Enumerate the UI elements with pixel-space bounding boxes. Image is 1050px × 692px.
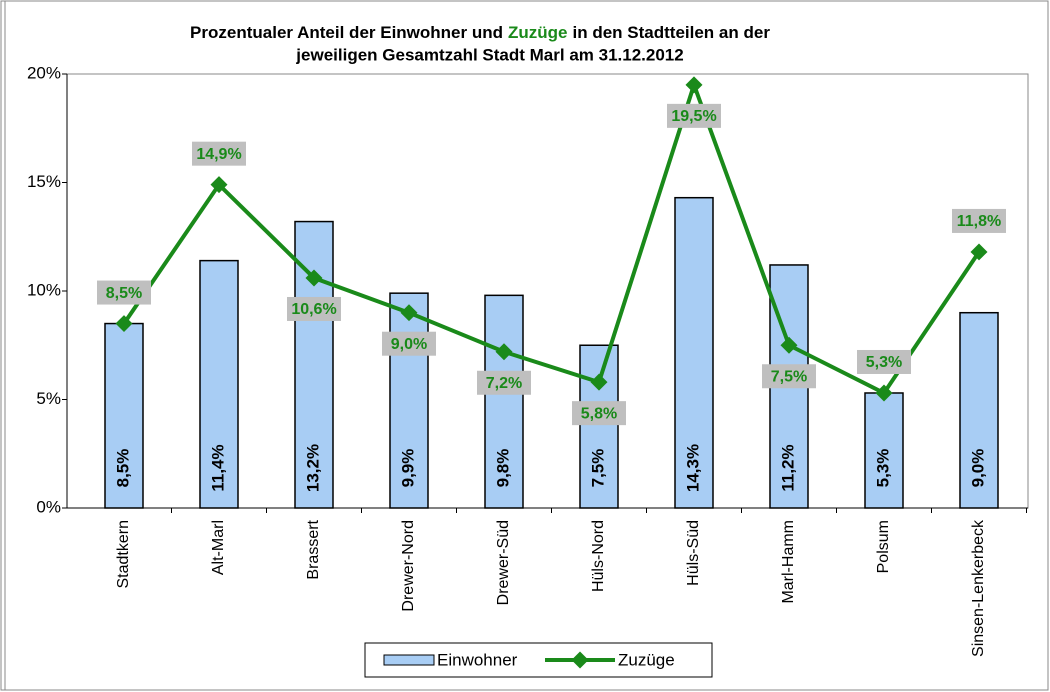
label-box — [952, 208, 1006, 233]
label-box — [857, 349, 911, 374]
legend-swatch — [383, 654, 435, 666]
label-box — [572, 401, 626, 426]
bar-value-label: 14,3% — [683, 444, 702, 492]
x-tick-label: Marl-Hamm — [780, 520, 797, 604]
bar-value-label: 13,2% — [303, 444, 322, 492]
bar — [959, 311, 999, 509]
chart-title: Prozentualer Anteil der Einwohner und Zuz… — [190, 23, 770, 42]
marker — [780, 336, 798, 354]
line-value-label: 9,0% — [391, 336, 427, 353]
legend-label: Zuzüge — [618, 650, 675, 669]
line-value-label: 7,5% — [771, 368, 807, 385]
x-tick-label: Brassert — [305, 519, 322, 579]
bar-value-label: 9,9% — [398, 449, 417, 488]
legend-marker — [571, 651, 589, 669]
bar-value-label: 11,2% — [778, 444, 797, 491]
y-tick-label: 10% — [27, 280, 61, 299]
bar — [199, 259, 239, 509]
line-value-label: 8,5% — [106, 285, 142, 302]
y-tick-label: 15% — [27, 172, 61, 191]
marker — [970, 243, 988, 261]
bar-value-label: 7,5% — [588, 449, 607, 488]
x-tick-label: Hüls-Nord — [590, 520, 607, 592]
line-value-label: 5,8% — [581, 405, 617, 422]
label-box — [287, 296, 341, 321]
label-box — [382, 331, 436, 356]
bar — [579, 344, 619, 509]
y-tick-label: 5% — [36, 389, 61, 408]
bar — [864, 392, 904, 509]
label-box — [477, 370, 531, 395]
y-tick-label: 0% — [36, 497, 61, 516]
x-tick-label: Polsum — [875, 520, 892, 573]
marker — [495, 343, 513, 361]
marker — [305, 269, 323, 287]
line-value-label: 7,2% — [486, 375, 522, 392]
bar-value-label: 9,8% — [493, 449, 512, 488]
line-value-label: 11,8% — [957, 213, 1001, 230]
x-tick-label: Sinsen-Lenkerbeck — [970, 519, 987, 657]
bar — [674, 196, 714, 509]
marker — [875, 384, 893, 402]
line-value-label: 19,5% — [671, 108, 716, 125]
line-value-label: 10,6% — [291, 301, 336, 318]
bar — [389, 292, 429, 509]
line-value-label: 5,3% — [866, 354, 902, 371]
chart-title-line2: jeweiligen Gesamtzahl Stadt Marl am 31.1… — [295, 45, 683, 64]
label-box — [667, 103, 721, 128]
marker — [685, 76, 703, 94]
line-value-label: 14,9% — [196, 146, 241, 163]
x-tick-label: Stadtkern — [115, 520, 132, 588]
bar-value-label: 5,3% — [873, 449, 892, 488]
bar-value-label: 11,4% — [208, 444, 227, 491]
marker — [115, 315, 133, 333]
legend-label: Einwohner — [437, 650, 518, 669]
bar-value-label: 9,0% — [968, 449, 987, 488]
bar-value-label: 8,5% — [113, 449, 132, 488]
x-tick-label: Alt-Marl — [210, 520, 227, 575]
x-tick-label: Drewer-Nord — [400, 520, 417, 612]
marker — [400, 304, 418, 322]
label-box — [192, 141, 246, 166]
x-tick-label: Hüls-Süd — [685, 520, 702, 586]
label-box — [97, 280, 151, 305]
marker — [590, 373, 608, 391]
y-tick-label: 20% — [27, 63, 61, 82]
bar — [294, 220, 334, 509]
line — [122, 78, 981, 396]
bar — [484, 294, 524, 509]
label-box — [762, 364, 816, 389]
x-tick-label: Drewer-Süd — [495, 520, 512, 605]
marker — [210, 176, 228, 194]
